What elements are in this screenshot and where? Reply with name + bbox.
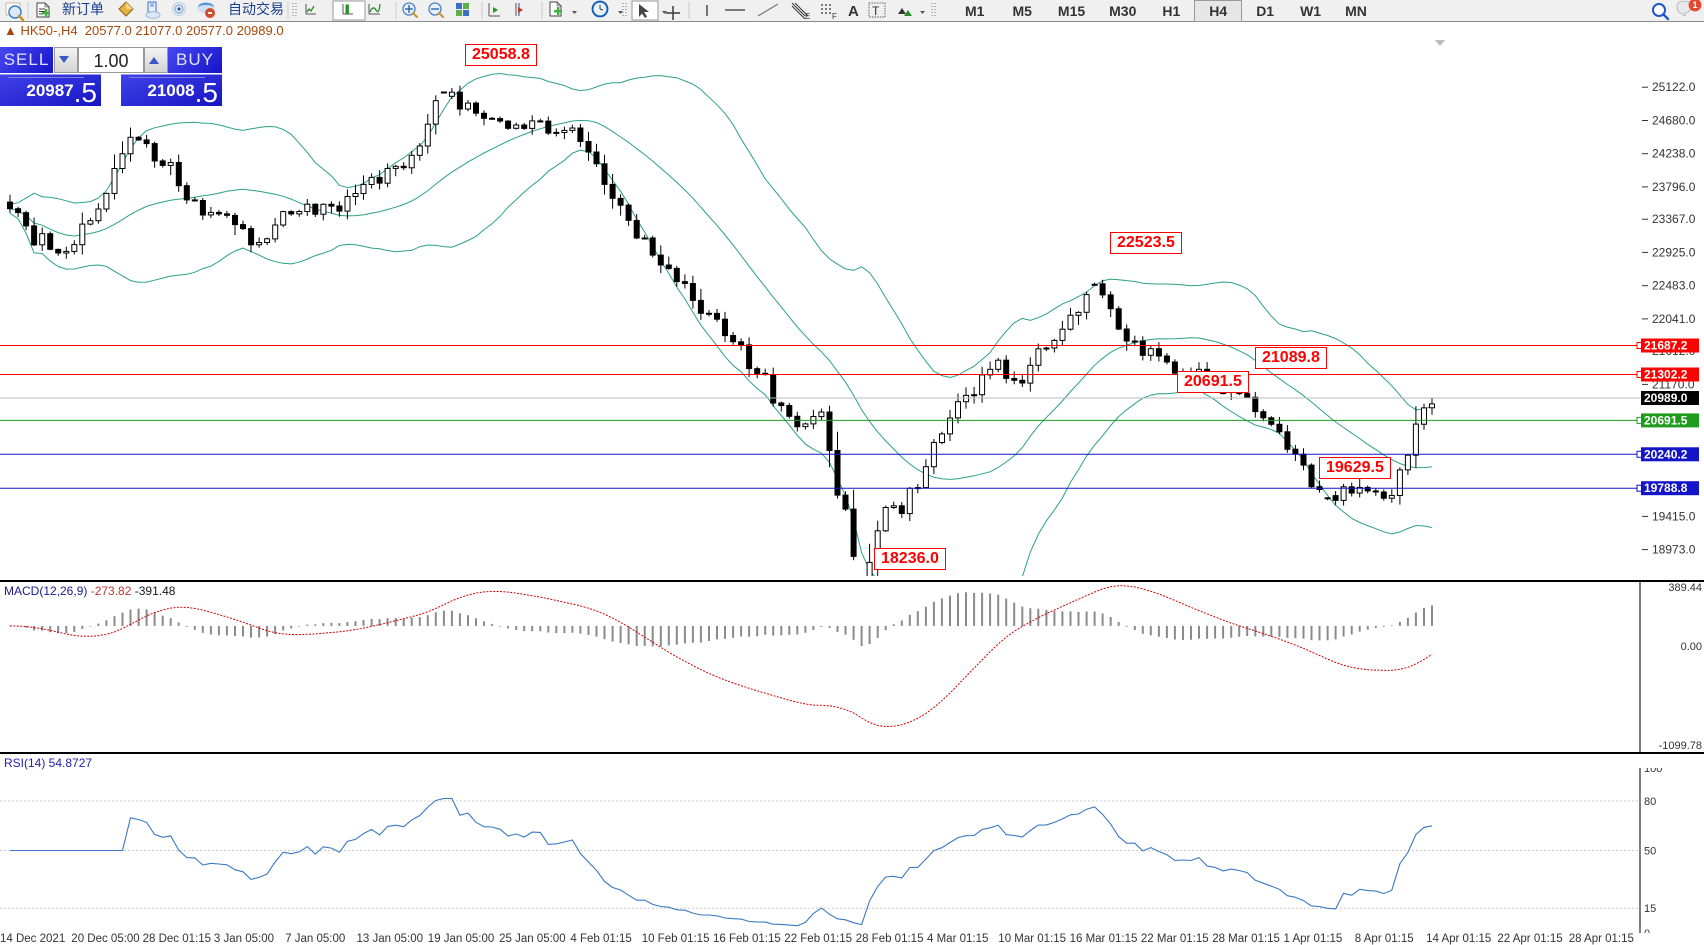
svg-text:22041.0: 22041.0	[1652, 312, 1696, 326]
svg-text:T: T	[872, 4, 880, 18]
svg-text:24680.0: 24680.0	[1652, 114, 1696, 128]
svg-text:20691.5: 20691.5	[1644, 413, 1688, 427]
svg-text:A: A	[848, 3, 859, 20]
svg-text:18973.0: 18973.0	[1652, 543, 1696, 557]
svg-text:15: 15	[1644, 903, 1656, 915]
svg-text:22925.0: 22925.0	[1652, 245, 1696, 259]
svg-text:80: 80	[1644, 796, 1656, 808]
svg-text:50: 50	[1644, 846, 1656, 858]
svg-text:自动交易: 自动交易	[228, 1, 284, 17]
svg-text:100: 100	[1644, 768, 1662, 775]
svg-text:19415.0: 19415.0	[1652, 509, 1696, 523]
svg-text:F: F	[832, 12, 837, 21]
svg-text:1: 1	[1692, 0, 1697, 10]
svg-text:新订单: 新订单	[62, 1, 104, 17]
svg-text:24238.0: 24238.0	[1652, 147, 1696, 161]
svg-text:25122.0: 25122.0	[1652, 80, 1696, 94]
svg-text:22483.0: 22483.0	[1652, 279, 1696, 293]
svg-text:20989.0: 20989.0	[1644, 391, 1688, 405]
svg-text:21302.2: 21302.2	[1644, 368, 1688, 382]
svg-text:E: E	[805, 12, 810, 21]
svg-text:20240.2: 20240.2	[1644, 447, 1688, 461]
svg-text:21687.2: 21687.2	[1644, 339, 1688, 353]
svg-text:23367.0: 23367.0	[1652, 212, 1696, 226]
svg-text:19788.8: 19788.8	[1644, 481, 1688, 495]
svg-text:23796.0: 23796.0	[1652, 180, 1696, 194]
